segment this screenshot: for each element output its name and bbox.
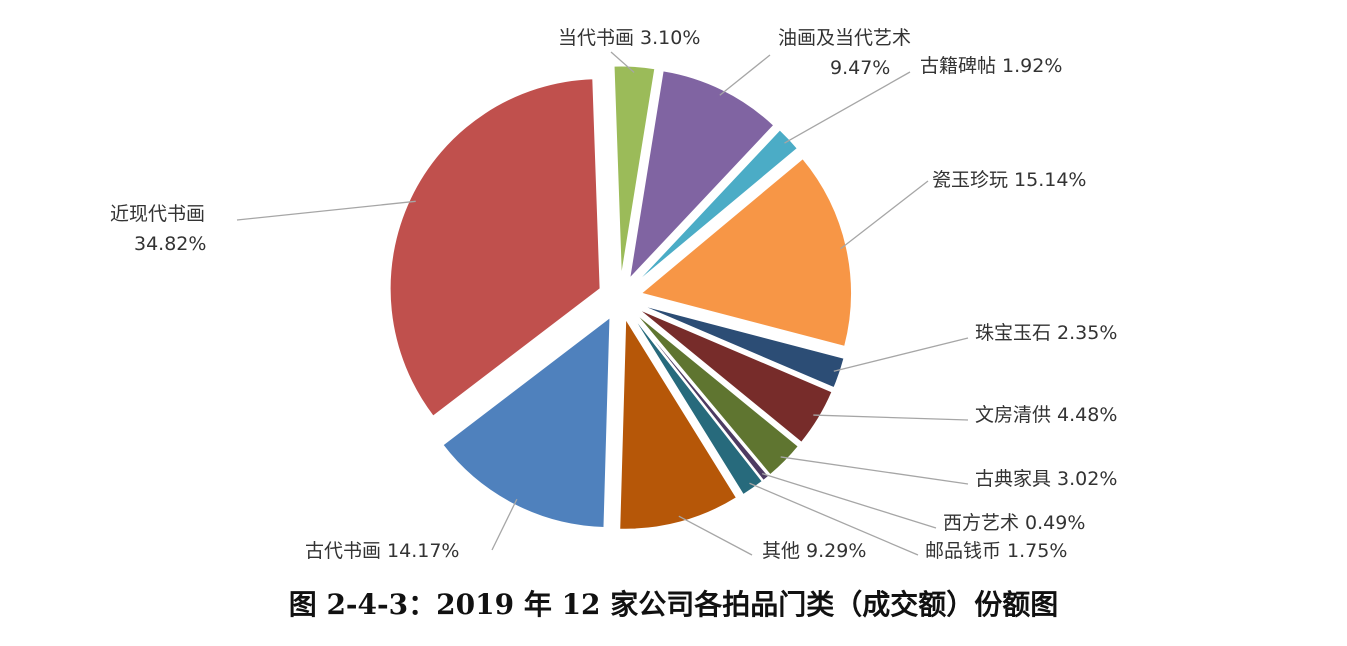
slice-label-8: 西方艺术 0.49% xyxy=(943,512,1085,534)
leader-line-8 xyxy=(762,473,937,529)
slice-label-2: 油画及当代艺术 xyxy=(778,27,911,49)
slice-pct-12: 34.82% xyxy=(134,233,206,255)
slice-label-3: 古籍碑帖 1.92% xyxy=(920,55,1062,77)
leader-line-12 xyxy=(236,200,416,221)
pie-slice-9 xyxy=(632,315,763,496)
pie-slice-4 xyxy=(640,157,852,347)
slice-label-4: 瓷玉珍玩 15.14% xyxy=(932,169,1087,191)
pie-slice-10 xyxy=(619,317,738,530)
slice-label-11: 古代书画 14.17% xyxy=(305,540,460,562)
leader-line-4 xyxy=(840,180,929,250)
leader-line-5 xyxy=(833,337,969,372)
leader-line-1 xyxy=(610,51,635,73)
slice-label-7: 古典家具 3.02% xyxy=(975,468,1117,490)
slice-pct-2: 9.47% xyxy=(830,57,890,79)
pie-slice-1 xyxy=(613,65,656,277)
slice-label-9: 邮品钱币 1.75% xyxy=(925,540,1067,562)
pie-slice-7 xyxy=(635,313,799,476)
leader-line-6 xyxy=(813,414,969,421)
pie-slice-3 xyxy=(635,129,798,284)
pie-slice-12 xyxy=(389,78,601,417)
pie-chart-svg: 当代书画 3.10% 油画及当代艺术 9.47% 古籍碑帖 1.92% 瓷玉珍玩 15.… xyxy=(110,27,1117,562)
leader-line-7 xyxy=(780,456,969,485)
chart-caption: 图 2-4-3：2019 年 12 家公司各拍品门类（成交额）份额图 xyxy=(288,588,1059,621)
slice-label-1: 当代书画 3.10% xyxy=(558,27,700,49)
slice-label-12: 近现代书画 xyxy=(110,203,205,225)
pie-slice-2 xyxy=(628,70,775,280)
pie-slice-5 xyxy=(640,304,845,389)
leader-line-10 xyxy=(678,515,753,556)
slice-label-5: 珠宝玉石 2.35% xyxy=(975,322,1117,344)
leader-line-2 xyxy=(719,54,771,96)
slice-label-6: 文房清供 4.48% xyxy=(975,404,1117,426)
pie-slice-6 xyxy=(638,308,833,443)
leader-line-9 xyxy=(749,482,919,556)
slice-label-10: 其他 9.29% xyxy=(762,540,866,562)
leader-line-3 xyxy=(784,71,911,144)
leader-line-11 xyxy=(491,498,518,551)
